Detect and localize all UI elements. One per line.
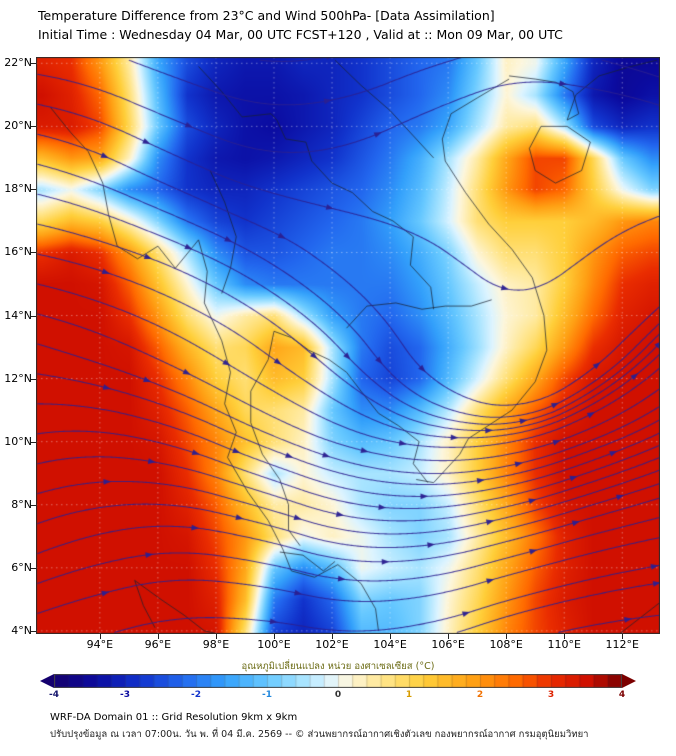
x-axis-label: 98°E xyxy=(202,638,230,651)
y-axis-label: 8°N xyxy=(11,497,32,511)
colorbar-label: อุณหภูมิเปลี่ยนแปลง หน่วย องศาเซลเซียส (… xyxy=(241,661,435,672)
footer-credit: ปรับปรุงข้อมูล ณ เวลา 07:00น. วัน พ. ที่… xyxy=(50,729,589,740)
x-axis-label: 106°E xyxy=(431,638,465,651)
colorbar xyxy=(40,674,636,688)
x-axis-label: 108°E xyxy=(489,638,523,651)
x-axis-tick xyxy=(564,634,566,639)
temperature-wind-map-canvas xyxy=(36,57,660,634)
colorbar-tick-label: -3 xyxy=(120,690,130,700)
y-axis-label: 20°N xyxy=(4,119,32,133)
colorbar-tick-label: -4 xyxy=(49,690,59,700)
colorbar-tick-label: 1 xyxy=(405,690,413,700)
colorbar-tick-label: -2 xyxy=(191,690,201,700)
x-axis-label: 94°E xyxy=(86,638,114,651)
x-axis-label: 102°E xyxy=(315,638,349,651)
x-axis-label: 110°E xyxy=(547,638,581,651)
x-axis-tick xyxy=(506,634,508,639)
x-axis-tick xyxy=(99,634,101,639)
colorbar-tick-label: 0 xyxy=(334,690,342,700)
y-axis-label: 4°N xyxy=(11,623,32,637)
colorbar-ticks: -4 -3 -2 -1 0 1 2 3 4 xyxy=(49,690,626,702)
colorbar-right-arrow xyxy=(622,674,636,688)
map-plot-area: 22°N 20°N 18°N 16°N 14°N 12°N 10°N 8°N 6°N 4°N 94°… xyxy=(4,56,660,651)
y-axis-label: 6°N xyxy=(11,560,32,574)
colorbar-tick-label: 3 xyxy=(547,690,555,700)
x-axis-tick xyxy=(448,634,450,639)
colorbar-tick-label: 2 xyxy=(476,690,484,700)
y-axis-label: 18°N xyxy=(4,182,32,196)
colorbar-tick-label: 4 xyxy=(618,690,626,700)
y-axis-label: 10°N xyxy=(4,434,32,448)
x-axis-label: 104°E xyxy=(373,638,407,651)
y-axis-label: 22°N xyxy=(4,56,32,70)
x-axis-label: 112°E xyxy=(605,638,639,651)
x-axis-label: 100°E xyxy=(257,638,291,651)
chart-subtitle: Initial Time : Wednesday 04 Mar, 00 UTC … xyxy=(38,27,563,42)
x-axis-tick xyxy=(157,634,159,639)
y-axis-label: 12°N xyxy=(4,371,32,385)
chart-title: Temperature Difference from 23°C and Win… xyxy=(38,8,495,23)
colorbar-left-arrow xyxy=(40,674,54,688)
x-axis-tick xyxy=(215,634,217,639)
colorbar-tick-label: -1 xyxy=(262,690,272,700)
y-axis-label: 14°N xyxy=(4,308,32,322)
x-axis-tick xyxy=(332,634,334,639)
x-axis-tick xyxy=(390,634,392,639)
y-axis-label: 16°N xyxy=(4,245,32,259)
footer-domain-info: WRF-DA Domain 01 :: Grid Resolution 9km … xyxy=(50,712,298,723)
x-axis-tick xyxy=(622,634,624,639)
colorbar-gradient xyxy=(54,674,622,688)
x-axis-label: 96°E xyxy=(144,638,172,651)
x-axis-tick xyxy=(273,634,275,639)
